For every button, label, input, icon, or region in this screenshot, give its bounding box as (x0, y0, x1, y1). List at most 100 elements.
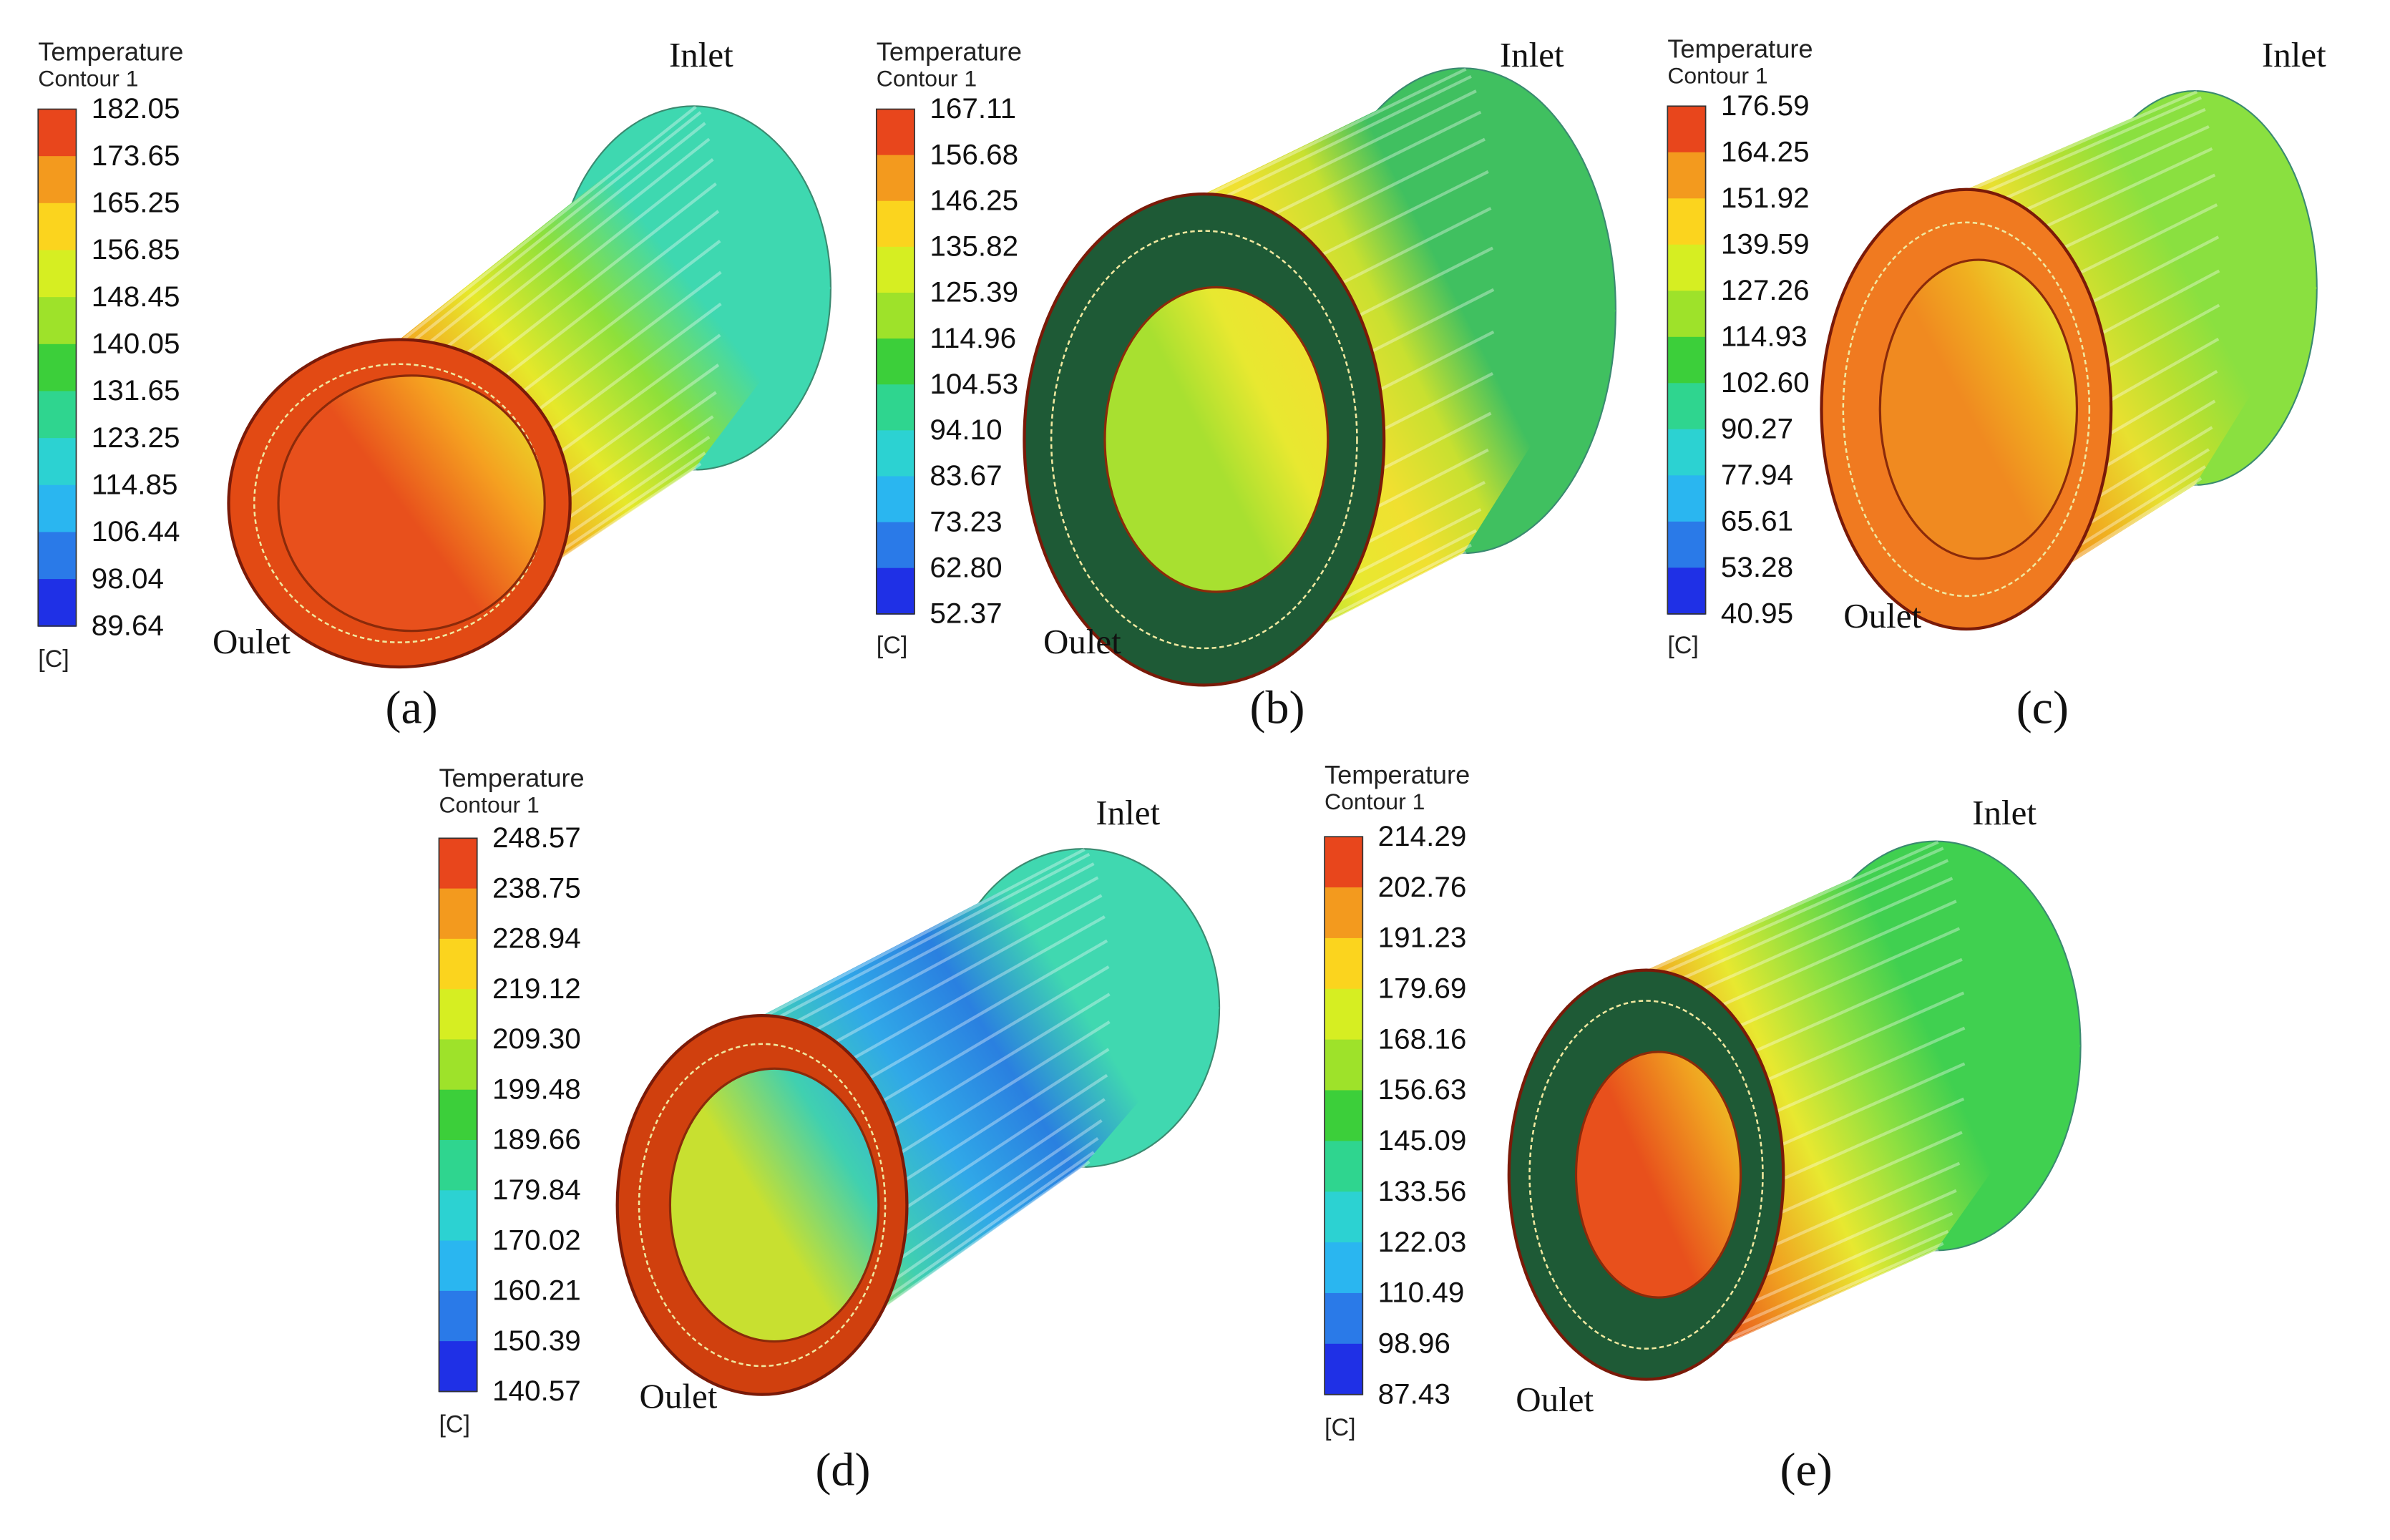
outlet-label: Oulet (1516, 1380, 1594, 1419)
legend-label: 52.37 (930, 597, 1002, 630)
legend-title: Temperature (439, 763, 584, 792)
legend-band (876, 155, 915, 202)
legend-band (38, 579, 77, 627)
legend-band (1325, 837, 1363, 889)
legend-band (439, 1089, 477, 1141)
legend-band (1667, 152, 1706, 200)
inlet-label: Inlet (1500, 35, 1564, 74)
legend-label: 131.65 (92, 374, 180, 406)
slot-line (1652, 847, 1944, 979)
legend-unit: [C] (439, 1411, 470, 1438)
outlet-label: Oulet (1843, 596, 1921, 635)
caption: (c) (2016, 682, 2069, 734)
legend-label: 248.57 (492, 821, 581, 854)
legend-band (439, 1140, 477, 1191)
legend-frame (438, 837, 478, 1393)
legend-label: 114.96 (930, 321, 1016, 354)
legend-band (1325, 1242, 1363, 1294)
legend-frame (37, 108, 77, 627)
slot-line (778, 876, 1099, 1051)
slot-line (1661, 877, 1954, 1009)
legend-band (1325, 1141, 1363, 1193)
outlet-label: Oulet (1043, 622, 1121, 661)
legend-label: 173.65 (92, 139, 180, 172)
legend-label: 53.28 (1721, 550, 1793, 583)
inlet-label: Inlet (1096, 793, 1160, 832)
legend-unit: [C] (38, 645, 69, 673)
face-ring (1842, 221, 2091, 598)
legend-subtitle: Contour 1 (1667, 63, 1767, 89)
legend-band (439, 1341, 477, 1393)
slot-line (407, 111, 702, 346)
legend-band (439, 838, 477, 890)
legend-band (439, 888, 477, 940)
outlet-label: Oulet (639, 1377, 717, 1416)
face-ring (1528, 1000, 1764, 1350)
legend-band (876, 109, 915, 156)
slot-line (1212, 74, 1472, 204)
legend-label: 199.48 (492, 1073, 581, 1106)
legend-label: 167.11 (930, 92, 1016, 125)
legend-label: 89.64 (92, 609, 164, 642)
cylinder-bore (1103, 286, 1330, 593)
legend-band (38, 250, 77, 298)
legend-label: 65.61 (1721, 505, 1793, 537)
legend-band (439, 1290, 477, 1342)
legend-band (876, 246, 915, 294)
legend-label: 102.60 (1721, 366, 1810, 399)
legend-band (876, 384, 915, 432)
legend-label: 191.23 (1378, 921, 1467, 954)
legend-band (439, 1039, 477, 1091)
slot-line (1978, 107, 2206, 212)
legend-label: 164.25 (1721, 135, 1810, 168)
legend-band (38, 297, 77, 345)
legend-band (1667, 244, 1706, 292)
legend-band (38, 532, 77, 580)
inlet-label: Inlet (1972, 793, 2037, 832)
legend-band (876, 200, 915, 248)
legend-unit: [C] (1667, 632, 1699, 659)
legend-label: 77.94 (1721, 458, 1793, 491)
legend-label: 106.44 (92, 515, 180, 547)
legend-label: 219.12 (492, 972, 581, 1005)
legend-band (439, 1190, 477, 1242)
inlet-label: Inlet (2262, 35, 2326, 74)
cylinder-bore (277, 374, 546, 633)
legend-title: Temperature (38, 37, 183, 67)
legend-band (876, 567, 915, 615)
slot-line (401, 105, 697, 341)
legend-band (38, 484, 77, 533)
legend-label: 62.80 (930, 551, 1002, 584)
legend-label: 40.95 (1721, 597, 1793, 630)
legend-band (38, 156, 77, 204)
slot-line (1647, 840, 1939, 973)
legend-band (876, 522, 915, 569)
legend-band (439, 1240, 477, 1292)
slot-line (1657, 859, 1949, 991)
legend-label: 182.05 (92, 92, 180, 125)
cylinder-bore (1574, 1051, 1742, 1299)
caption: (e) (1780, 1444, 1833, 1496)
legend-label: 110.49 (1378, 1276, 1465, 1309)
legend-unit: [C] (1325, 1414, 1356, 1441)
legend-frame (1667, 105, 1707, 615)
legend-frame (1324, 836, 1364, 1395)
legend-band (876, 476, 915, 523)
legend-subtitle: Contour 1 (38, 66, 138, 92)
legend-label: 176.59 (1721, 89, 1810, 122)
legend-label: 209.30 (492, 1022, 581, 1055)
legend-label: 123.25 (92, 421, 180, 454)
legend-subtitle: Contour 1 (1325, 789, 1425, 814)
legend-label: 145.09 (1378, 1124, 1467, 1156)
legend-label: 125.39 (930, 276, 1018, 308)
legend-label: 151.92 (1721, 181, 1810, 214)
legend-label: 202.76 (1378, 870, 1467, 903)
legend-band (1325, 1039, 1363, 1091)
legend-label: 146.25 (930, 184, 1018, 217)
face-ring (638, 1043, 887, 1368)
slot-line (1968, 90, 2198, 192)
legend-label: 214.29 (1378, 819, 1467, 852)
